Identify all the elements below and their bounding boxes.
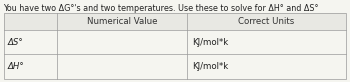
Text: You have two ΔG°'s and two temperatures. Use these to solve for ΔH° and ΔS°: You have two ΔG°'s and two temperatures.… — [3, 4, 318, 13]
Text: Correct Units: Correct Units — [238, 17, 294, 26]
Text: Numerical Value: Numerical Value — [87, 17, 157, 26]
Bar — [4, 13, 346, 30]
Text: KJ/mol*k: KJ/mol*k — [192, 62, 229, 71]
Text: KJ/mol*k: KJ/mol*k — [192, 38, 229, 47]
Text: ΔS°: ΔS° — [8, 38, 23, 47]
Text: ΔH°: ΔH° — [8, 62, 25, 71]
Bar — [4, 13, 346, 79]
